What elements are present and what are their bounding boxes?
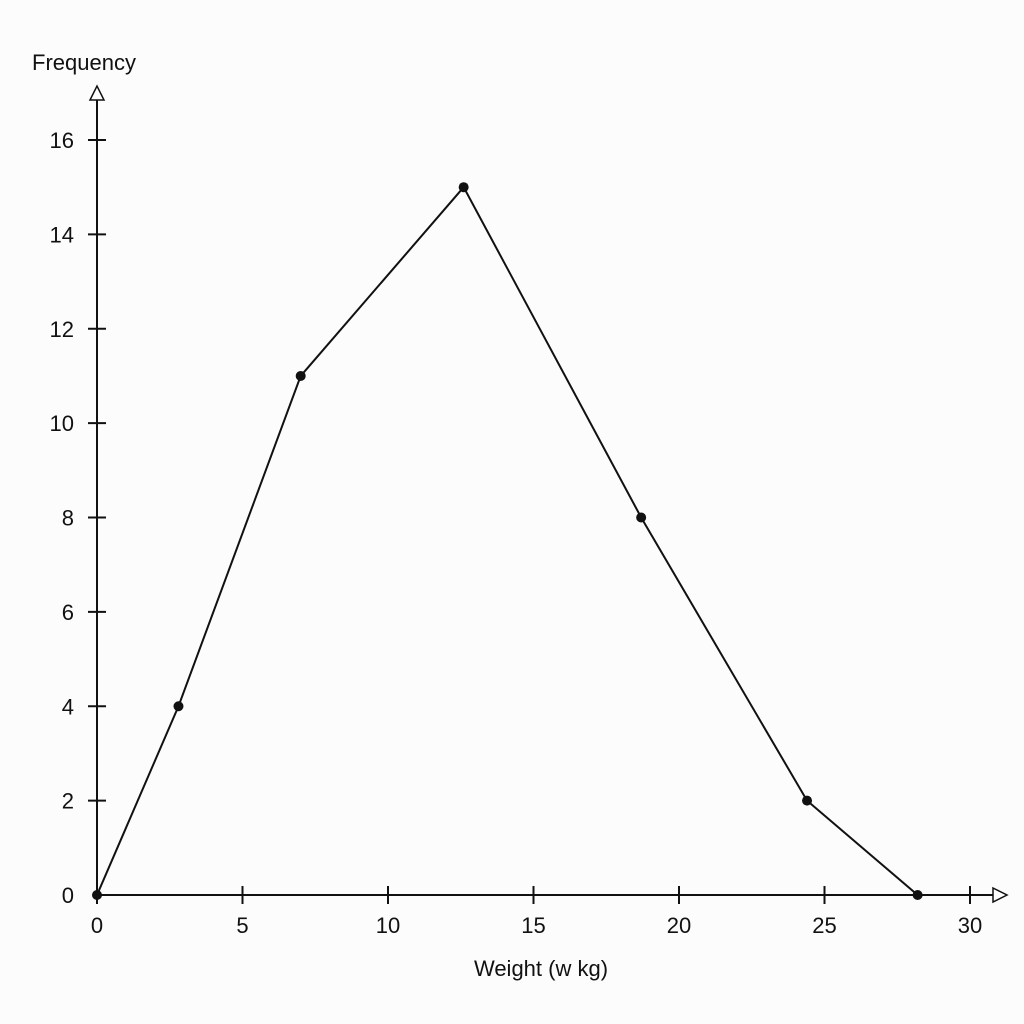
data-point: [458, 182, 469, 193]
y-tick-label: 4: [62, 694, 74, 719]
data-point: [173, 701, 184, 712]
x-tick-label: 0: [91, 913, 103, 938]
series-line: [96, 185, 919, 896]
data-point: [636, 512, 647, 523]
x-tick-label: 5: [236, 913, 248, 938]
axes: [88, 84, 1009, 904]
y-tick-label: 6: [62, 600, 74, 625]
y-tick-label: 14: [50, 222, 74, 247]
y-tick-label: 2: [62, 789, 74, 814]
x-axis-title: Weight (w kg): [474, 956, 608, 981]
y-tick-label: 8: [62, 506, 74, 531]
y-tick-label: 10: [50, 411, 74, 436]
data-point: [92, 890, 102, 900]
y-axis-arrow: [88, 84, 106, 101]
y-axis-title: Frequency: [32, 50, 136, 75]
ticks: 0 5 10 15 20 25 30 0 2 4 6 8 10 12 14 16: [50, 128, 983, 938]
x-tick-label: 30: [958, 913, 982, 938]
x-axis-arrow: [992, 886, 1009, 904]
x-tick-label: 25: [812, 913, 836, 938]
y-tick-label: 0: [62, 883, 74, 908]
series: [92, 182, 923, 900]
y-tick-label: 12: [50, 317, 74, 342]
x-tick-label: 15: [521, 913, 545, 938]
data-point: [912, 890, 923, 900]
y-tick-label: 16: [50, 128, 74, 153]
x-tick-label: 20: [667, 913, 691, 938]
data-point: [802, 795, 813, 806]
x-tick-label: 10: [376, 913, 400, 938]
data-point: [295, 370, 306, 381]
